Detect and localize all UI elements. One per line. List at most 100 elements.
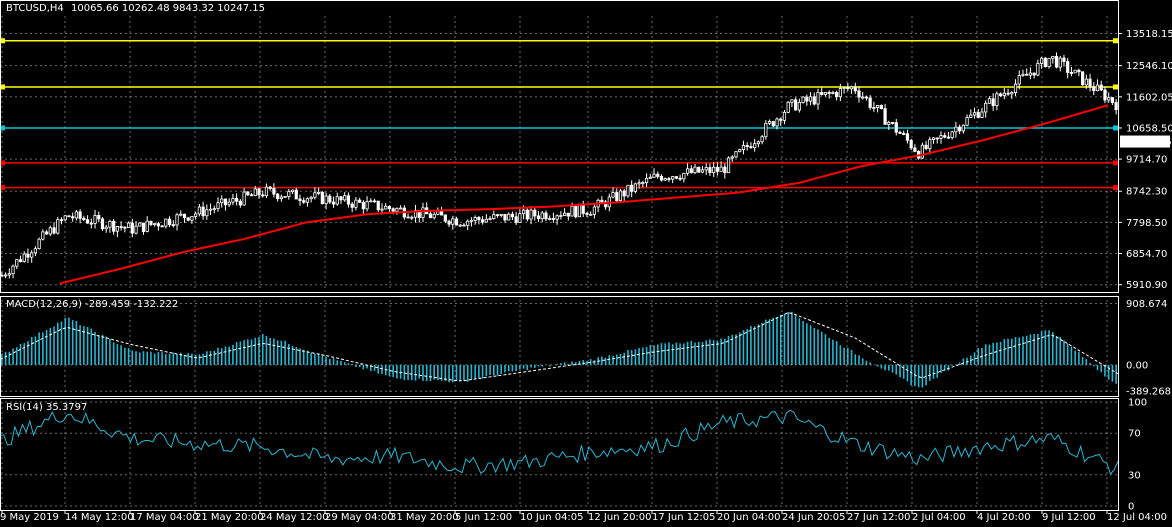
level-line-red-handle bbox=[0, 160, 5, 166]
candle-body bbox=[279, 196, 283, 200]
candle-body bbox=[41, 231, 45, 240]
candle-body bbox=[1080, 71, 1085, 86]
candle-body bbox=[689, 168, 693, 174]
panel-frame bbox=[0, 398, 1119, 511]
candle-body bbox=[384, 205, 388, 210]
candle-body bbox=[741, 145, 746, 150]
macd-tick-label: 908.674 bbox=[1126, 299, 1167, 310]
candle-body bbox=[1051, 55, 1055, 59]
candle-body bbox=[499, 213, 503, 216]
candle-body bbox=[428, 213, 433, 219]
level-line-red-handle bbox=[1113, 185, 1118, 191]
candle-body bbox=[302, 200, 306, 203]
candle-body bbox=[138, 222, 142, 227]
candle-body bbox=[808, 96, 813, 102]
candle-body bbox=[950, 131, 954, 138]
price-tick-label: 6854.70 bbox=[1126, 249, 1167, 260]
candle-body bbox=[902, 133, 906, 135]
candle-body bbox=[380, 208, 384, 211]
candle-body bbox=[1073, 69, 1077, 74]
rsi-label: RSI(14) 35.3797 bbox=[6, 402, 87, 413]
candle-body bbox=[592, 206, 597, 215]
candle-body bbox=[108, 220, 112, 228]
candle-body bbox=[693, 166, 697, 174]
candle-body bbox=[305, 198, 310, 203]
candle-body bbox=[652, 173, 656, 178]
candle-body bbox=[481, 219, 485, 223]
candle-body bbox=[1088, 78, 1092, 88]
candle-body bbox=[440, 210, 444, 216]
candle-body bbox=[589, 213, 593, 216]
candle-body bbox=[1002, 92, 1006, 96]
candle-body bbox=[756, 141, 760, 145]
candle-body bbox=[726, 157, 731, 174]
candle-body bbox=[369, 200, 373, 203]
time-axis-label: 20 Jun 04:00 bbox=[717, 512, 781, 523]
candle-body bbox=[104, 226, 108, 230]
candle-body bbox=[827, 91, 831, 94]
level-line-yellow-handle bbox=[0, 84, 5, 90]
candle-body bbox=[533, 209, 537, 217]
candle-body bbox=[261, 194, 265, 197]
candle-body bbox=[153, 223, 157, 226]
candle-body bbox=[26, 253, 30, 258]
candle-body bbox=[179, 213, 183, 216]
candle-body bbox=[216, 202, 220, 209]
time-axis-label: 9 May 2019 bbox=[0, 512, 59, 523]
candle-body bbox=[82, 217, 86, 221]
candle-body bbox=[238, 200, 242, 206]
candle-body bbox=[466, 220, 470, 226]
candle-body bbox=[644, 177, 649, 184]
candle-body bbox=[745, 145, 749, 147]
candle-body bbox=[100, 218, 105, 230]
candle-body bbox=[779, 118, 783, 121]
candle-body bbox=[559, 215, 563, 217]
candle-body bbox=[887, 122, 891, 125]
candle-body bbox=[551, 218, 556, 220]
candle-body bbox=[22, 253, 26, 262]
candle-body bbox=[909, 139, 913, 149]
candle-body bbox=[1103, 89, 1107, 101]
candle-body bbox=[410, 216, 414, 219]
candle-body bbox=[130, 222, 134, 234]
candle-body bbox=[48, 227, 52, 235]
candle-body bbox=[253, 188, 257, 196]
candle-body bbox=[391, 208, 395, 212]
candle-body bbox=[577, 203, 582, 218]
time-axis-label: 9 Jul 12:00 bbox=[1042, 512, 1096, 523]
candle-body bbox=[227, 201, 231, 206]
candle-body bbox=[905, 133, 910, 141]
candle-body bbox=[361, 201, 365, 210]
candle-body bbox=[1036, 63, 1040, 76]
candle-body bbox=[794, 99, 798, 111]
candle-body bbox=[685, 168, 690, 174]
level-line-cyan-handle bbox=[0, 125, 5, 131]
candle-body bbox=[954, 126, 958, 133]
candle-body bbox=[1066, 61, 1070, 73]
candle-body bbox=[495, 214, 500, 217]
candle-body bbox=[298, 198, 302, 202]
time-axis-label: 4 Jul 20:00 bbox=[977, 512, 1031, 523]
candle-body bbox=[719, 166, 723, 172]
candle-body bbox=[272, 188, 276, 195]
panel-frames bbox=[0, 0, 1119, 511]
candle-body bbox=[190, 216, 194, 221]
macd-signal-line bbox=[0, 312, 1119, 382]
price-tick-label: 10658.50 bbox=[1126, 123, 1172, 134]
candle-body bbox=[570, 206, 574, 217]
candle-body bbox=[626, 184, 630, 197]
candle-body bbox=[249, 194, 254, 197]
candle-body bbox=[488, 218, 492, 220]
candle-body bbox=[7, 273, 11, 276]
macd-panel bbox=[0, 311, 1119, 388]
candle-body bbox=[201, 206, 205, 217]
candle-body bbox=[335, 196, 339, 205]
candle-body bbox=[167, 218, 172, 226]
candle-body bbox=[786, 101, 790, 113]
horizontal-levels[interactable] bbox=[0, 38, 1118, 191]
time-axis-label: 12 Jun 20:00 bbox=[588, 512, 652, 523]
candle-body bbox=[521, 209, 526, 215]
level-line-cyan-handle bbox=[1113, 125, 1118, 131]
rsi-tick-label: 0 bbox=[1128, 502, 1134, 513]
